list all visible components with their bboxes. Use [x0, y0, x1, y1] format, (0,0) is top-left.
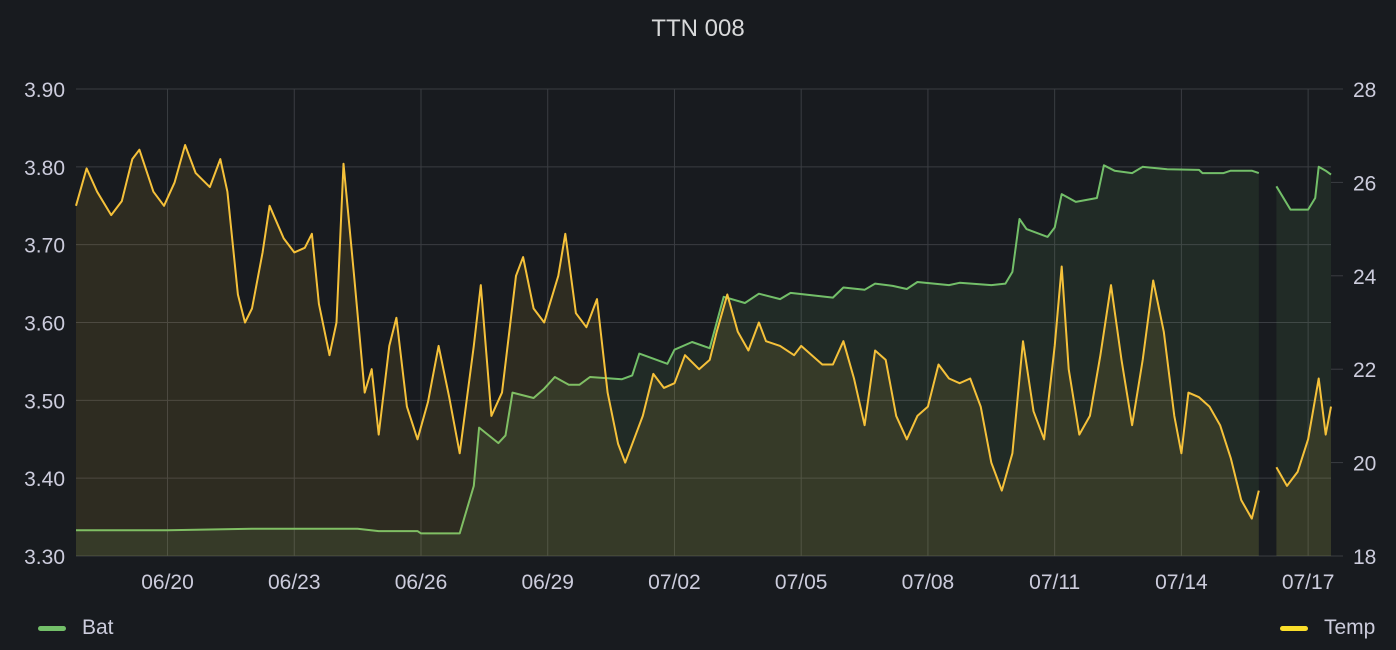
- x-tick-label: 07/08: [902, 571, 955, 594]
- series-line-temp: [1275, 377, 1332, 487]
- chart-title: TTN 008: [651, 15, 744, 42]
- x-tick-label: 07/17: [1282, 571, 1335, 594]
- y-right-tick-label: 18: [1353, 546, 1376, 569]
- y-left-tick-label: 3.70: [24, 235, 65, 258]
- legend-swatch-temp: [1280, 625, 1308, 631]
- y-left-tick-label: 3.90: [24, 79, 65, 102]
- x-tick-label: 07/14: [1155, 571, 1208, 594]
- legend-item-bat[interactable]: Bat: [38, 616, 114, 640]
- y-right-tick-label: 24: [1353, 266, 1377, 289]
- legend-label-temp: Temp: [1324, 616, 1376, 639]
- x-tick-label: 06/20: [141, 571, 194, 594]
- y-right-tick-label: 26: [1353, 172, 1376, 195]
- series-area-bat: [76, 165, 1259, 557]
- x-tick-label: 07/11: [1029, 571, 1080, 594]
- series-line-bat: [1275, 165, 1332, 211]
- x-tick-label: 06/29: [521, 571, 574, 594]
- series-area-bat: [1276, 166, 1331, 557]
- y-right-tick-label: 22: [1353, 359, 1376, 382]
- legend-swatch-bat: [38, 625, 66, 631]
- y-left-tick-label: 3.50: [24, 390, 65, 413]
- x-tick-label: 06/26: [395, 571, 448, 594]
- y-right-tick-label: 20: [1353, 453, 1376, 476]
- series-line-bat: [76, 164, 1260, 535]
- y-left-tick-label: 3.40: [24, 468, 65, 491]
- x-tick-label: 06/23: [268, 571, 321, 594]
- y-right-tick-label: 28: [1353, 79, 1376, 102]
- y-left-tick-label: 3.80: [24, 157, 65, 180]
- y-left-tick-label: 3.30: [24, 546, 65, 569]
- series-line-temp: [75, 144, 1260, 520]
- legend-item-temp[interactable]: Temp: [1280, 616, 1375, 640]
- series-area-temp: [1276, 378, 1331, 556]
- legend-label-bat: Bat: [82, 616, 114, 639]
- x-tick-label: 07/05: [775, 571, 828, 594]
- series-area-temp: [76, 145, 1259, 556]
- x-tick-label: 07/02: [648, 571, 701, 594]
- y-left-tick-label: 3.60: [24, 313, 65, 336]
